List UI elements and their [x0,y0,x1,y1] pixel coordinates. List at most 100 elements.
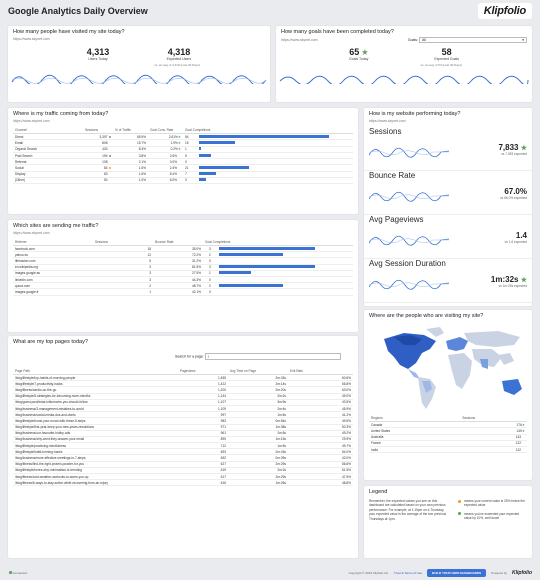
page-exit-rate: 54.0% [288,448,353,456]
traffic-panel: Where is my traffic coming from today? h… [8,108,358,214]
visitors-panel: How many people have visited my site tod… [8,26,270,102]
referrer-goals: 0 [209,258,211,263]
goals-url: https://www.skynet.com [281,38,318,42]
goal-bar [199,178,207,182]
page-path-link[interactable]: /blog/fitness/cardio-on-the-go [13,386,178,394]
referrer-row: lifehacker.com 5 31.2% 0 [13,257,353,265]
page-exit-rate: 48.8% [288,479,353,487]
page-path-link[interactable]: /blog/fitness/cold-weather-workouts-to-w… [13,473,178,481]
traffic-goals: 5 [185,153,187,158]
page-views: 619 [178,467,228,475]
region-row: Canada 176★ [369,421,527,429]
traffic-pct: 1.6% [113,164,148,172]
page-path-link[interactable]: /blog/guest-post/insta-influencers-you-s… [13,399,178,406]
traffic-conv: 1.9% [170,140,178,145]
page-path-link[interactable]: /blog/lifestyle/practicing-mindfulness [13,442,178,450]
page-row: /blog/fitness/6-ways-to-stay-active-whil… [13,479,353,487]
page-avg-time: 1m:5s [228,411,288,419]
page-row: /blog/lifestyle/5-strategies-for-becomin… [13,393,353,400]
page-path-link[interactable]: /blog/lifestyle/boost-your-mood-with-the… [13,417,178,425]
performance-url: https://www.skynet.com [369,119,406,123]
referrer-bounce: 42.1% [153,288,203,296]
kpi-name: Avg Pageviews [369,215,424,224]
world-map [364,319,532,414]
goals-title: How many goals have been completed today… [281,29,394,35]
page-avg-time: 2m:29s [228,473,288,481]
page-path-link[interactable]: /blog/lifestyle/5-strategies-for-becomin… [13,393,178,400]
region-sessions: 145 [516,428,522,433]
kpi-sparkline [369,235,449,246]
page-path-link[interactable]: /blog/business/3-management-mistakes-to-… [13,405,178,413]
page-path-link[interactable]: /blog/lifestyle/heres-why-minimalism-is-… [13,467,178,475]
referrer-sessions: 3 [93,276,153,284]
traffic-goals: 7 [185,172,187,177]
goals-filter-select[interactable]: All ▾ [419,37,527,43]
traffic-col-sessions: Sessions [83,127,113,134]
page-avg-time: 2m:5s [228,430,288,437]
page-path-link[interactable]: /blog/business/social-media-dos-and-dont… [13,411,178,419]
geo-title: Where are the people who are visiting my… [369,313,484,319]
region-sessions: 176 [516,422,522,427]
performance-title: How is my website performing today? [369,111,461,117]
legend-title: Legend [369,489,388,495]
page-row: /blog/lifestyle/boost-your-mood-with-the… [13,417,353,425]
page-avg-time: 1m:38s [228,424,288,431]
sites-col-referrer: Referrer [13,239,93,246]
kpi-value: 1m:32s [490,275,519,284]
referrer-sessions: 2 [93,282,153,290]
status-dot-icon [108,166,111,170]
page-path-link[interactable]: /blog/fitness/6-ways-to-stay-active-whil… [13,479,178,487]
page-path-link[interactable]: /blog/fitness/find-the-right-protein-pow… [13,461,178,468]
chevron-down-icon: ▾ [522,38,524,42]
page-row: /blog/guest-post/insta-influencers-you-s… [13,399,353,406]
footer-logo: Klipfolio [512,569,532,576]
kpi-value: 7,833 [498,143,519,152]
traffic-conv: 2.6% [169,153,177,158]
traffic-channel: Social [13,164,83,172]
legend-dot-icon [458,499,461,503]
page-path-link[interactable]: /blog/business/more-effective-meetings-i… [13,454,178,462]
page-exit-rate: 56.8% [288,380,353,388]
traffic-row: Email 808 15.7% 1.9%★ 15 [13,139,353,147]
page-exit-rate: 43.5% [288,399,353,406]
page-path-link[interactable]: /blog/lifestyle/7-productivity-hacks [13,380,178,388]
traffic-table: Channel Sessions % of Traffic Goal Conv.… [13,127,353,184]
goals-panel: How many goals have been completed today… [276,26,532,102]
powered-by-text: Powered by [491,570,507,575]
goals-filter-label: Goals: [407,37,419,42]
referrer-sessions: 3 [93,270,153,277]
referrer-goals: 3 [209,246,211,251]
traffic-row: Referral 108 2.1% 0.0% 0 [13,158,353,166]
page-path-link[interactable]: /blog/business/why-wont-they-answer-your… [13,436,178,444]
status-dot-icon [108,135,111,139]
goal-bar [219,265,315,269]
referrer-bounce: 72.2% [153,251,203,259]
traffic-goals: 0 [185,159,187,164]
page-row: /blog/fitness/cold-weather-workouts-to-w… [13,473,353,481]
build-dashboards-button[interactable]: BUILD YOUR OWN DASHBOARDS [427,568,487,577]
page-exit-rate: 60.6% [288,374,353,382]
traffic-conv: 8.4% [169,172,177,177]
traffic-sessions: 808 [102,141,108,146]
page-path-link[interactable]: /blog/lifestyle/habit-forming-hacks [13,448,178,456]
page-search-input[interactable]: / [204,353,341,360]
pages-col-path: Page Path [13,368,178,375]
referrer-name: facebook.com [13,245,93,253]
page-views: 1,422 [178,380,228,388]
page-avg-time: 0m:54s [228,417,288,425]
traffic-pct: 8.3% [113,146,148,154]
sites-col-goals: Goal Completions [203,239,353,246]
legend-item-text: means you've exceeded your expected valu… [464,511,520,521]
status-dot-icon [108,154,111,158]
trust-terms-link[interactable]: Trust & Terms of Use [394,570,423,575]
page-path-link[interactable]: /blog/business/our-favourite-hobby-ads [13,430,178,437]
page-path-link[interactable]: /blog/lifestyle/this-year-keep-your-new-… [13,424,178,431]
goals-today-label: Goals Today [348,57,369,61]
referrer-sessions: 1 [93,288,153,296]
page-path-link[interactable]: /blog/lifestyle/top-habits-of-morning-pe… [13,374,178,382]
pages-panel: What are my top pages today? Search for … [8,336,358,558]
page-exit-rate: 45.9% [288,405,353,413]
referrer-goals: 0 [209,289,211,294]
expected-users-label: Expected Users [166,57,192,61]
referrer-name: linkedin.com [13,276,93,284]
